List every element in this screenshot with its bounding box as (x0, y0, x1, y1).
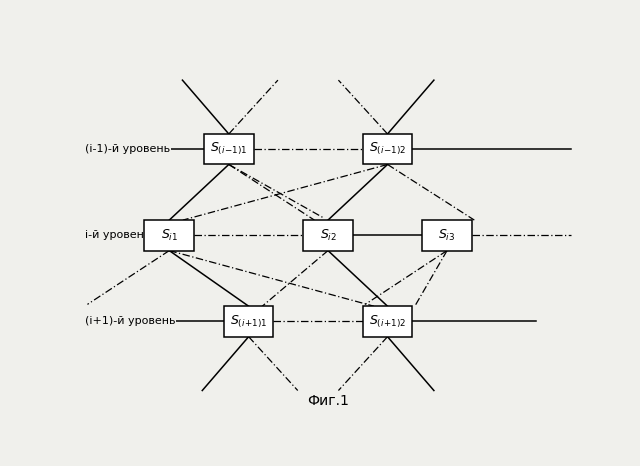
Text: $S_{(i\!+\!1)2}$: $S_{(i\!+\!1)2}$ (369, 313, 406, 329)
Bar (303, 220, 353, 251)
Bar (363, 306, 412, 337)
Text: $S_{(i\!+\!1)1}$: $S_{(i\!+\!1)1}$ (230, 313, 268, 329)
Text: $S_{i1}$: $S_{i1}$ (161, 228, 178, 243)
Bar (363, 134, 412, 164)
Text: (i+1)-й уровень: (i+1)-й уровень (85, 316, 175, 327)
Text: i-й уровень: i-й уровень (85, 230, 150, 240)
Text: $S_{i3}$: $S_{i3}$ (438, 228, 456, 243)
Text: $S_{(i\!-\!1)2}$: $S_{(i\!-\!1)2}$ (369, 141, 406, 158)
Bar (145, 220, 194, 251)
Bar (422, 220, 472, 251)
Text: (i-1)-й уровень: (i-1)-й уровень (85, 144, 170, 154)
Text: $S_{(i\!-\!1)1}$: $S_{(i\!-\!1)1}$ (210, 141, 248, 158)
Bar (204, 134, 253, 164)
Text: Фиг.1: Фиг.1 (307, 394, 349, 408)
Text: $S_{i2}$: $S_{i2}$ (319, 228, 337, 243)
Bar (224, 306, 273, 337)
